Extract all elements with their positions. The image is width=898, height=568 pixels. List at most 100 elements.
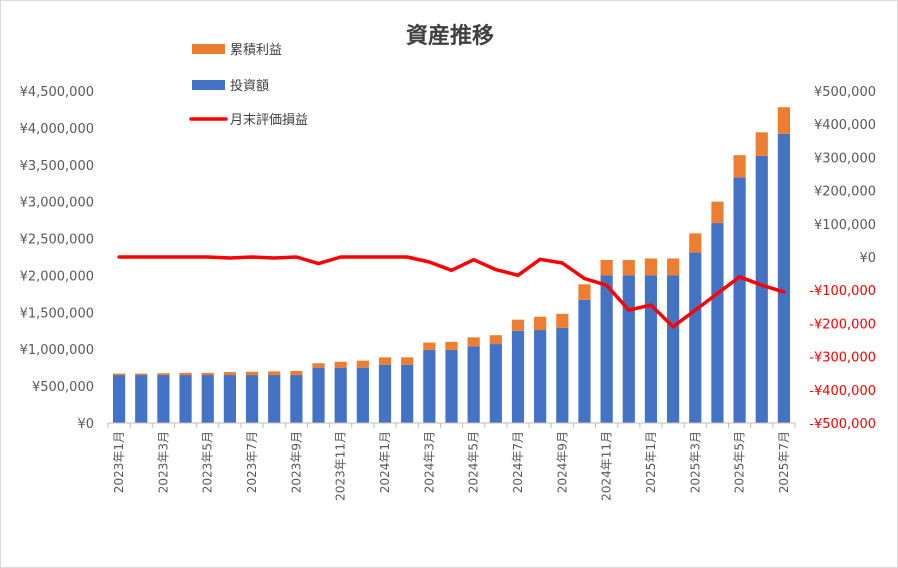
- bar-profit: [356, 360, 369, 368]
- bar-profit: [622, 259, 635, 276]
- bar-profit: [112, 373, 126, 376]
- bar-investment: [223, 375, 236, 423]
- bar-profit: [600, 259, 613, 276]
- bar-profit: [445, 341, 458, 350]
- x-axis-tick-label: 2023年5月: [201, 431, 215, 493]
- x-axis-tick-label: 2023年3月: [156, 431, 170, 493]
- left-axis-tick-label: ¥500,000: [32, 380, 94, 395]
- bar-investment: [268, 375, 281, 423]
- x-axis-tick-label: 2024年11月: [600, 431, 614, 501]
- legend-label: 投資額: [230, 78, 269, 94]
- bar-investment: [600, 275, 613, 423]
- right-axis-tick-label: -¥500,000: [809, 417, 876, 432]
- bar-investment: [556, 327, 569, 423]
- bar-investment: [112, 375, 126, 423]
- left-axis-tick-label: ¥2,000,000: [20, 269, 94, 284]
- right-axis-tick-label: -¥100,000: [809, 284, 876, 299]
- bar-investment: [667, 275, 680, 423]
- left-axis-tick-label: ¥1,000,000: [20, 343, 94, 358]
- x-axis-tick-label: 2024年1月: [378, 431, 392, 493]
- right-axis-tick-label: ¥500,000: [814, 85, 876, 100]
- line-layer: [117, 255, 786, 329]
- bar-profit: [423, 342, 436, 350]
- bar-profit: [290, 370, 303, 376]
- x-axis-tick-label: 2023年9月: [289, 431, 303, 493]
- left-axis-tick-label: ¥3,000,000: [20, 196, 94, 211]
- left-axis-tick-label: ¥0: [77, 417, 94, 432]
- bar-investment: [644, 275, 658, 423]
- bar-investment: [711, 223, 724, 423]
- left-axis-tick-label: ¥4,500,000: [20, 85, 94, 100]
- bar-layer: [112, 107, 791, 423]
- bar-profit: [334, 361, 347, 368]
- bar-investment: [534, 330, 547, 423]
- bar-profit: [245, 371, 259, 376]
- bar-investment: [201, 375, 214, 423]
- bar-investment: [777, 133, 791, 423]
- right-axis-tick-label: ¥0: [859, 251, 876, 266]
- bar-investment: [467, 346, 480, 423]
- bar-profit: [733, 155, 746, 178]
- bar-profit: [223, 372, 236, 376]
- x-axis-tick-label: 2025年3月: [688, 431, 702, 493]
- line-series-valuation: [117, 255, 786, 329]
- bar-profit: [201, 372, 214, 376]
- bar-profit: [312, 363, 325, 368]
- bar-investment: [157, 375, 170, 423]
- right-axis-tick-label: ¥400,000: [814, 118, 876, 133]
- bar-profit: [644, 258, 658, 276]
- right-axis-tick-label: -¥400,000: [809, 384, 876, 399]
- bar-profit: [689, 233, 702, 253]
- x-axis-tick-label: 2023年1月: [112, 431, 126, 493]
- bar-profit: [711, 201, 724, 224]
- bar-investment: [179, 375, 192, 423]
- x-axis-tick-label: 2023年11月: [334, 431, 348, 501]
- bar-investment: [511, 330, 525, 423]
- bar-profit: [534, 316, 547, 331]
- bar-profit: [755, 132, 768, 156]
- bar-investment: [312, 367, 325, 423]
- x-axis-tick-label: 2025年5月: [733, 431, 747, 493]
- right-axis-tick-label: -¥200,000: [809, 317, 876, 332]
- bar-investment: [378, 364, 392, 423]
- bar-profit: [378, 357, 392, 365]
- bar-profit: [511, 319, 525, 331]
- x-axis-tick-label: 2023年7月: [245, 431, 259, 493]
- bar-profit: [556, 313, 569, 328]
- left-axis-tick-label: ¥3,500,000: [20, 159, 94, 174]
- bar-investment: [689, 252, 702, 423]
- left-axis-tick-label: ¥4,000,000: [20, 122, 94, 137]
- bar-investment: [578, 299, 591, 423]
- right-axis-tick-label: ¥100,000: [814, 218, 876, 233]
- left-axis: ¥0 ¥500,000 ¥1,000,000 ¥1,500,000 ¥2,000,000…: [20, 85, 94, 432]
- legend-swatch-bar: [192, 44, 225, 54]
- x-axis-tick-label: 2024年5月: [467, 431, 481, 493]
- bar-investment: [401, 364, 414, 423]
- bar-investment: [135, 375, 148, 423]
- bar-profit: [157, 373, 170, 376]
- bar-investment: [290, 375, 303, 423]
- right-axis-tick-label: ¥300,000: [814, 151, 876, 166]
- x-axis-tick-label: 2025年7月: [777, 431, 791, 493]
- bar-investment: [755, 155, 768, 423]
- bar-profit: [467, 337, 480, 347]
- x-axis-tick-label: 2024年3月: [422, 431, 436, 493]
- x-axis-tick-label: 2025年1月: [644, 431, 658, 493]
- bar-investment: [423, 349, 436, 423]
- right-axis: -¥500,000 -¥400,000 -¥300,000 -¥200,000 -¥10…: [809, 85, 876, 432]
- bar-investment: [245, 375, 259, 423]
- left-axis-tick-label: ¥2,500,000: [20, 233, 94, 248]
- bar-profit: [135, 373, 148, 376]
- right-axis-tick-label: ¥200,000: [814, 185, 876, 200]
- x-axis-tick-label: 2024年7月: [511, 431, 525, 493]
- bar-investment: [622, 275, 635, 423]
- bar-profit: [777, 107, 791, 134]
- bar-profit: [179, 372, 192, 376]
- bar-profit: [489, 335, 502, 345]
- bar-investment: [334, 367, 347, 423]
- legend-label: 月末評価損益: [230, 113, 308, 128]
- bar-profit: [268, 371, 281, 376]
- chart-title: 資産推移: [406, 23, 494, 49]
